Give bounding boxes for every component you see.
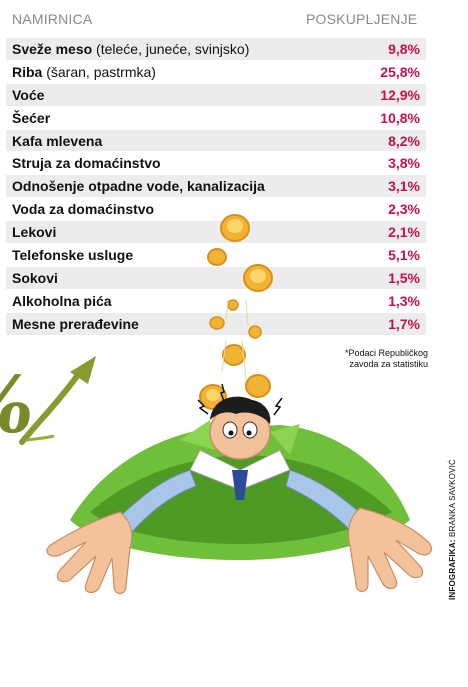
footnote-line-1: *Podaci Republičkog <box>344 348 428 358</box>
table-row: Voda za domaćinstvo 2,3% <box>6 198 426 222</box>
row-item-label: Sokovi <box>12 270 58 286</box>
table-row: Odnošenje otpadne vode, kanalizacija 3,1% <box>6 175 426 199</box>
row-value: 25,8% <box>380 63 420 80</box>
row-value: 8,2% <box>388 132 420 149</box>
credit-label: INFOGRAFIKA: <box>448 539 457 600</box>
item-detail: (teleće, juneće, svinjsko) <box>92 41 250 57</box>
column-header-increase: POSKUPLJENJE <box>306 11 418 27</box>
item-name: Kafa mlevena <box>12 132 103 149</box>
item-name: Mesne prerađevine <box>12 315 139 332</box>
percent-symbol: % <box>0 359 40 451</box>
row-item-label: Kafa mlevena <box>12 133 102 149</box>
table-row: Lekovi 2,1% <box>6 221 426 245</box>
table-row: Sveže meso (teleće, juneće, svinjsko) 9,8… <box>6 38 426 61</box>
row-item-label: Sveže meso (teleće, juneće, svinjsko) <box>12 41 249 57</box>
source-footnote: *Podaci Republičkog zavoda za statistiku <box>318 348 428 370</box>
row-value: 12,9% <box>380 86 420 103</box>
row-item-label: Voće <box>12 87 44 103</box>
item-name: Odnošenje otpadne vode, kanalizacija <box>12 178 265 195</box>
row-value: 3,8% <box>388 155 420 172</box>
row-item-label: Riba (šaran, pastrmka) <box>12 64 156 80</box>
row-value: 1,7% <box>388 315 420 332</box>
table-row: Alkoholna pića 1,3% <box>6 289 426 313</box>
infographic-credit: INFOGRAFIKA: BRANKA SAVKOVIĆ <box>444 440 464 600</box>
row-value: 5,1% <box>388 247 420 264</box>
row-value: 2,3% <box>388 201 420 218</box>
falling-coin-icon <box>245 374 271 398</box>
item-name: Alkoholna pića <box>12 292 112 309</box>
column-header-item: NAMIRNICA <box>12 11 93 27</box>
row-item-label: Odnošenje otpadne vode, kanalizacija <box>12 178 265 194</box>
item-detail: (šaran, pastrmka) <box>42 63 156 80</box>
table-row: Struja za domaćinstvo 3,8% <box>6 152 426 176</box>
row-item-label: Šećer <box>12 110 50 126</box>
row-value: 1,3% <box>388 292 420 309</box>
falling-coin-icon <box>220 214 250 242</box>
row-value: 3,1% <box>388 178 420 195</box>
row-value: 1,5% <box>388 269 420 286</box>
falling-coins <box>199 214 273 410</box>
falling-coin-icon <box>222 344 246 366</box>
falling-coin-icon <box>209 316 225 330</box>
item-name: Voće <box>12 86 45 103</box>
percent-arrow-icon: % <box>0 356 96 451</box>
item-name: Riba <box>12 63 43 80</box>
item-name: Struja za domaćinstvo <box>12 155 161 172</box>
table-row: Šećer 10,8% <box>6 106 426 130</box>
falling-coin-icon <box>207 248 227 266</box>
table-row: Riba (šaran, pastrmka) 25,8% <box>6 60 426 84</box>
item-name: Sveže meso <box>12 41 93 57</box>
falling-coin-icon <box>248 325 262 339</box>
price-table: Sveže meso (teleće, juneće, svinjsko) 9,8… <box>6 38 426 336</box>
row-item-label: Struja za domaćinstvo <box>12 155 161 171</box>
credit-name: BRANKA SAVKOVIĆ <box>448 458 457 540</box>
row-value: 2,1% <box>388 224 420 241</box>
item-name: Lekovi <box>12 224 57 241</box>
table-row: Voće 12,9% <box>6 83 426 107</box>
row-value: 9,8% <box>388 41 420 57</box>
table-row: Kafa mlevena 8,2% <box>6 129 426 153</box>
row-item-label: Telefonske usluge <box>12 247 133 263</box>
item-name: Telefonske usluge <box>12 247 134 264</box>
table-header: NAMIRNICA POSKUPLJENJE <box>0 0 468 36</box>
row-item-label: Mesne prerađevine <box>12 316 139 332</box>
row-item-label: Voda za domaćinstvo <box>12 201 154 217</box>
row-item-label: Lekovi <box>12 224 56 240</box>
falling-coin-icon <box>243 264 273 292</box>
footnote-line-2: zavoda za statistiku <box>349 359 428 369</box>
item-name: Šećer <box>12 109 51 126</box>
row-value: 10,8% <box>380 109 420 126</box>
item-name: Sokovi <box>12 269 58 286</box>
worried-man-illustration <box>46 383 432 595</box>
row-item-label: Alkoholna pića <box>12 293 112 309</box>
falling-coin-icon <box>227 299 239 311</box>
item-name: Voda za domaćinstvo <box>12 201 155 218</box>
table-row: Sokovi 1,5% <box>6 266 426 290</box>
